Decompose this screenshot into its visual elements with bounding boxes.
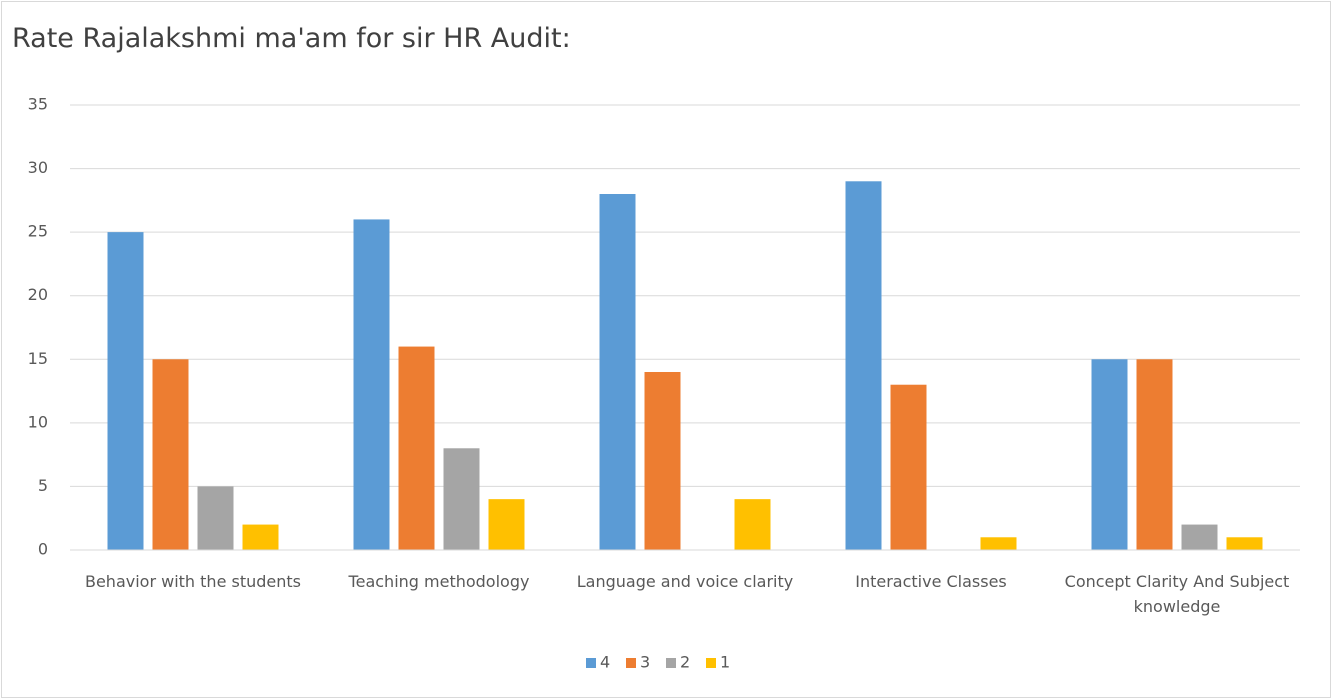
bar (488, 499, 525, 550)
x-tick-label: Interactive Classes (855, 572, 1007, 591)
bar (890, 384, 927, 550)
x-tick-label: Concept Clarity And Subject knowledge (1065, 572, 1290, 616)
bar (980, 537, 1017, 550)
x-tick-label: Language and voice clarity (577, 572, 793, 591)
y-tick-label: 15 (28, 349, 48, 368)
y-tick-label: 20 (28, 285, 48, 304)
legend-label: 2 (680, 653, 690, 672)
bar (734, 499, 771, 550)
bar (1181, 524, 1218, 550)
bar (197, 486, 234, 550)
x-tick-label: Behavior with the students (85, 572, 301, 591)
y-tick-label: 25 (28, 222, 48, 241)
legend-swatch (706, 658, 716, 668)
bar (242, 524, 279, 550)
legend-swatch (666, 658, 676, 668)
bar (1226, 537, 1263, 550)
chart-title: Rate Rajalakshmi ma'am for sir HR Audit: (12, 23, 571, 54)
bar (644, 372, 681, 550)
bar (353, 219, 390, 550)
legend-swatch (586, 658, 596, 668)
x-tick-label: Teaching methodology (348, 572, 530, 591)
bar (845, 181, 882, 551)
bar (1091, 359, 1128, 550)
y-tick-label: 5 (38, 476, 48, 495)
bar (107, 232, 144, 550)
y-tick-label: 35 (28, 95, 48, 114)
legend-swatch (626, 658, 636, 668)
bar (443, 448, 480, 550)
bar (1136, 359, 1173, 550)
legend-label: 1 (720, 653, 730, 672)
legend-label: 4 (600, 653, 610, 672)
bar (152, 359, 189, 550)
legend-label: 3 (640, 653, 650, 672)
y-tick-label: 30 (28, 158, 48, 177)
bar (599, 194, 636, 550)
bar (398, 346, 435, 550)
y-tick-label: 0 (38, 540, 48, 559)
y-tick-label: 10 (28, 412, 48, 431)
